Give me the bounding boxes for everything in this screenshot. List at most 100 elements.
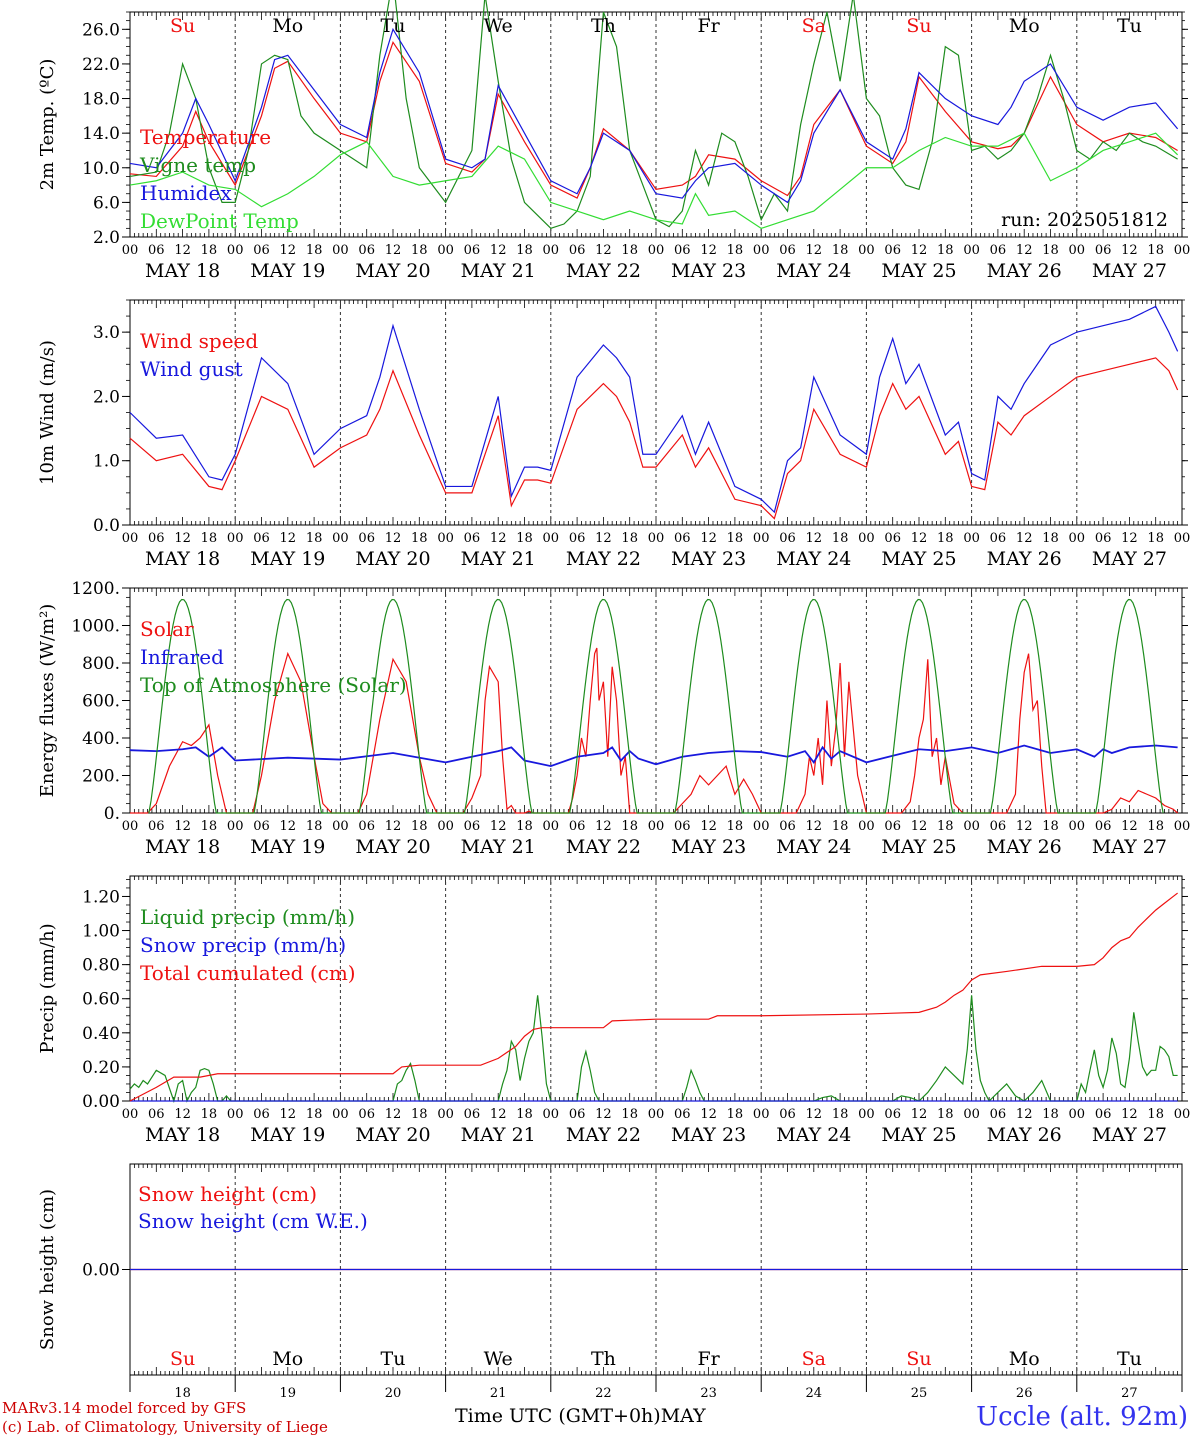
hour-tick-label: 18 [516,1107,533,1122]
hour-tick-label: 00 [227,531,244,546]
date-label: MAY 25 [881,548,956,570]
hour-tick-label: 18 [306,1107,323,1122]
y-tick-label: 1.00 [82,922,120,942]
hour-tick-label: 12 [595,531,612,546]
hour-tick-label: 00 [227,1107,244,1122]
hour-tick-label: 12 [490,531,507,546]
date-label: MAY 24 [776,548,851,570]
hour-tick-label: 12 [806,1107,823,1122]
hour-tick-label: 00 [543,531,560,546]
hour-tick-label: 18 [832,243,849,258]
hour-tick-label: 00 [858,1107,875,1122]
date-label: MAY 23 [671,260,746,282]
hour-tick-label: 00 [1069,819,1086,834]
hour-tick-label: 12 [174,531,191,546]
hour-tick-label: 18 [621,243,638,258]
panel-temperature: 2.0 6.0 10.0 14.0 18.0 22.0 26.0 2m Temp. (ºC) T… [37,0,1190,282]
y-axis-label: 2m Temp. (ºC) [37,59,58,191]
weekday-label: Mo [1009,15,1040,37]
hour-tick-label: 06 [464,819,481,834]
date-label: MAY 19 [250,836,325,858]
panel-energy: 0. 200. 400. 600. 800. 1000. 1200. Energy fluxe… [37,579,1190,858]
hour-tick-label: 00 [648,819,665,834]
hour-tick-label: 18 [937,1107,954,1122]
date-label: MAY 20 [355,548,430,570]
legend-entry: Vigne temp [139,153,256,177]
hour-tick-label: 18 [201,531,218,546]
hour-tick-label: 12 [280,1107,297,1122]
hour-tick-label: 06 [990,531,1007,546]
hour-tick-label: 00 [332,243,349,258]
hour-tick-label: 06 [779,531,796,546]
hour-tick-label: 00 [753,243,770,258]
hour-tick-label: 18 [306,243,323,258]
weekday-label: Su [906,1348,931,1370]
hour-tick-label: 18 [1042,1107,1059,1122]
hour-tick-label: 06 [569,819,586,834]
legend-entry: Humidex [140,181,232,205]
weekday-label: Tu [1117,15,1142,37]
y-axis-label: 10m Wind (m/s) [37,340,58,485]
date-label: MAY 23 [671,548,746,570]
hour-tick-label: 12 [280,243,297,258]
hour-tick-label: 12 [700,819,717,834]
hour-tick-label: 18 [411,819,428,834]
day-number-label: 22 [595,1386,612,1401]
hour-tick-label: 00 [122,243,139,258]
hour-tick-label: 00 [1069,531,1086,546]
hour-tick-label: 06 [358,531,375,546]
hour-tick-label: 12 [911,243,928,258]
hour-tick-label: 18 [411,531,428,546]
hour-tick-label: 12 [174,243,191,258]
weekday-label: Sa [802,15,826,37]
hour-tick-label: 06 [358,243,375,258]
legend-entry: Wind speed [140,329,258,353]
hour-tick-label: 00 [1174,531,1191,546]
weekday-label: Mo [1009,1348,1040,1370]
series-wind-speed [129,357,1179,520]
day-number-label: 20 [385,1386,402,1401]
hour-tick-label: 12 [911,531,928,546]
hour-tick-label: 00 [963,243,980,258]
legend-entry: Total cumulated (cm) [140,961,356,985]
hour-tick-label: 18 [1042,243,1059,258]
y-tick-label: 0.60 [82,990,120,1010]
weekday-label: Su [170,1348,195,1370]
hour-tick-label: 06 [674,243,691,258]
day-number-label: 26 [1016,1386,1033,1401]
hour-tick-label: 00 [227,243,244,258]
hour-tick-label: 12 [700,243,717,258]
weekday-label: Sa [802,1348,826,1370]
hour-tick-label: 00 [648,243,665,258]
hour-tick-label: 18 [937,531,954,546]
hour-tick-label: 06 [253,819,270,834]
date-label: MAY 26 [987,260,1062,282]
weekday-label: We [484,15,513,37]
model-credit: MARv3.14 model forced by GFS [2,1399,247,1417]
hour-tick-label: 18 [306,819,323,834]
hour-tick-label: 06 [569,531,586,546]
y-tick-label: 400. [82,729,120,749]
hour-tick-label: 12 [1121,243,1138,258]
y-tick-label: 0.0 [93,516,120,536]
y-tick-label: 26.0 [82,20,120,40]
hour-tick-label: 18 [621,531,638,546]
day-number-label: 19 [280,1386,297,1401]
hour-tick-label: 12 [280,531,297,546]
hour-tick-label: 12 [385,1107,402,1122]
hour-tick-label: 00 [1174,1107,1191,1122]
panel-frame [129,587,1183,814]
series-infrared [129,744,1178,768]
y-tick-label: 1200. [71,579,120,599]
hour-tick-label: 18 [1147,819,1164,834]
hour-tick-label: 18 [201,243,218,258]
hour-tick-label: 00 [332,819,349,834]
panel-snow: 0.00 Snow height (cm) Snow height (cm) Snow… [37,1163,1188,1376]
date-label: MAY 20 [355,1124,430,1146]
legend-entry: Top of Atmosphere (Solar) [140,673,407,697]
hour-tick-label: 18 [621,1107,638,1122]
hour-tick-label: 12 [174,1107,191,1122]
panel-frame [129,11,1183,238]
hour-tick-label: 00 [963,1107,980,1122]
